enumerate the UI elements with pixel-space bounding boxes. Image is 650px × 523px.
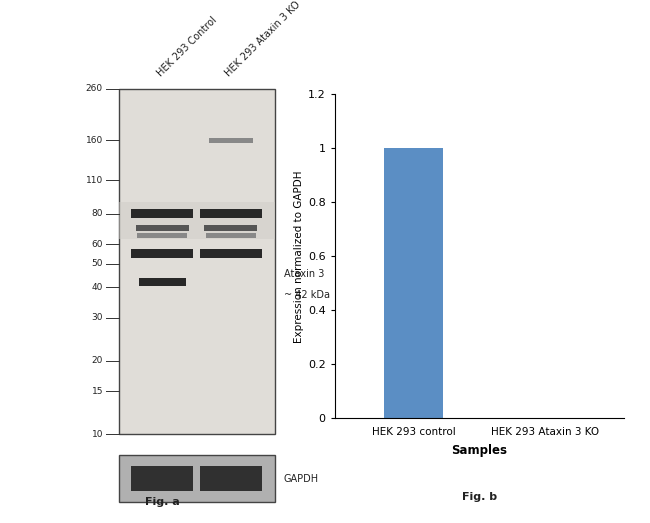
Text: 260: 260 <box>86 84 103 94</box>
Bar <box>137 233 187 238</box>
Bar <box>204 225 257 231</box>
Text: ~ 42 kDa: ~ 42 kDa <box>284 290 330 300</box>
Text: HEK 293 Ataxin 3 KO: HEK 293 Ataxin 3 KO <box>224 0 303 78</box>
Y-axis label: Expression normalized to GAPDH: Expression normalized to GAPDH <box>294 170 304 343</box>
Bar <box>131 210 194 218</box>
Bar <box>136 225 188 231</box>
Text: 40: 40 <box>92 283 103 292</box>
Text: 50: 50 <box>92 259 103 268</box>
Text: 80: 80 <box>92 209 103 218</box>
Bar <box>118 202 274 239</box>
Bar <box>200 465 262 492</box>
Text: 160: 160 <box>86 136 103 145</box>
Text: 30: 30 <box>92 313 103 322</box>
Text: 20: 20 <box>92 356 103 365</box>
Bar <box>209 138 253 143</box>
Bar <box>131 249 194 258</box>
Bar <box>200 210 262 218</box>
Bar <box>131 465 194 492</box>
Text: GAPDH: GAPDH <box>284 473 319 484</box>
Bar <box>206 233 256 238</box>
Bar <box>200 249 262 258</box>
Text: Fig. b: Fig. b <box>462 492 497 502</box>
X-axis label: Samples: Samples <box>451 445 508 458</box>
Text: 110: 110 <box>86 176 103 185</box>
Bar <box>118 455 274 502</box>
Text: Fig. a: Fig. a <box>145 497 179 507</box>
Bar <box>139 278 186 286</box>
Bar <box>118 89 274 434</box>
Text: Ataxin 3: Ataxin 3 <box>284 269 324 279</box>
Text: 60: 60 <box>92 240 103 249</box>
Text: HEK 293 Control: HEK 293 Control <box>155 15 218 78</box>
Text: 10: 10 <box>92 429 103 439</box>
Bar <box>384 148 443 418</box>
Text: 15: 15 <box>92 386 103 395</box>
